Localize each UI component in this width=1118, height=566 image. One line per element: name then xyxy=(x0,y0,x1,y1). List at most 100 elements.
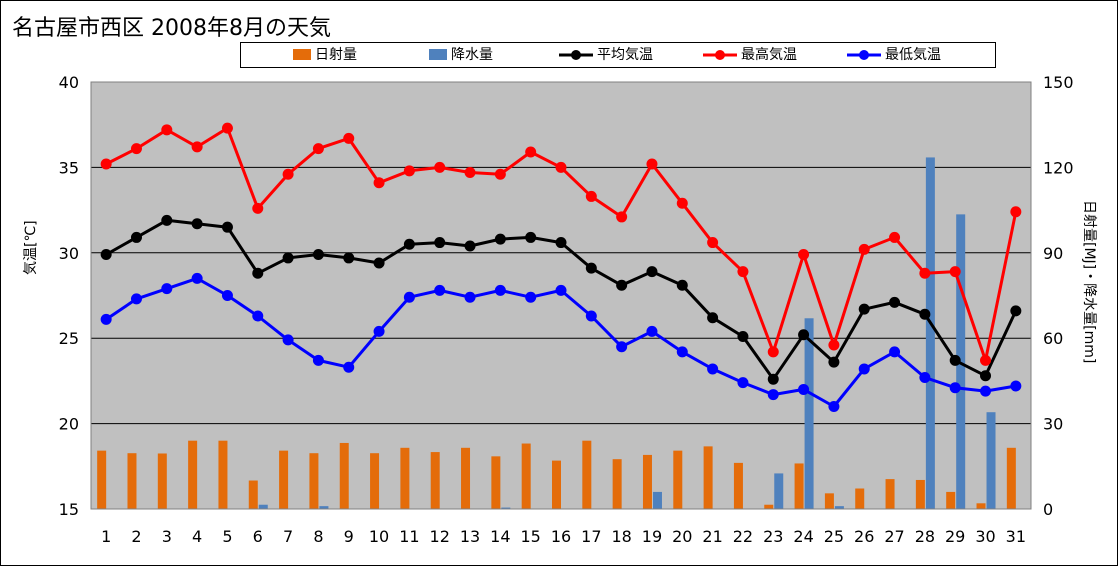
point-min xyxy=(494,284,506,296)
legend-label-max: 最高気温 xyxy=(741,47,797,63)
bar-solar xyxy=(703,446,713,509)
x-tick-label: 16 xyxy=(551,527,571,546)
y-tick-label-left: 15 xyxy=(59,500,79,519)
bar-solar xyxy=(248,480,258,509)
point-max xyxy=(130,143,142,155)
bar-rain xyxy=(652,491,662,509)
bar-solar xyxy=(824,493,834,509)
point-max xyxy=(737,266,749,278)
point-avg xyxy=(130,231,142,243)
x-tick-label: 15 xyxy=(520,527,540,546)
point-max xyxy=(282,168,294,180)
x-tick-label: 28 xyxy=(915,527,935,546)
x-tick-label: 29 xyxy=(945,527,965,546)
y-tick-label-right: 0 xyxy=(1043,500,1053,519)
point-min xyxy=(221,290,233,301)
bar-solar xyxy=(612,459,622,509)
point-min xyxy=(191,272,203,284)
bar-rain xyxy=(774,473,784,509)
point-max xyxy=(312,143,324,155)
point-avg xyxy=(494,233,506,245)
x-tick-label: 26 xyxy=(854,527,874,546)
point-max xyxy=(373,177,385,189)
bar-solar xyxy=(642,454,652,509)
x-tick-label: 11 xyxy=(399,527,419,546)
bar-solar xyxy=(582,440,592,509)
point-max xyxy=(221,122,233,134)
point-min xyxy=(130,293,142,305)
y-tick-label-left: 20 xyxy=(59,415,79,434)
bar-solar xyxy=(915,479,925,509)
point-min xyxy=(161,283,173,295)
point-max xyxy=(919,267,931,279)
point-avg xyxy=(737,330,749,342)
point-min xyxy=(403,291,415,303)
point-min xyxy=(707,363,719,375)
bar-solar xyxy=(339,442,349,509)
point-min xyxy=(343,361,355,373)
legend-label-solar: 日射量 xyxy=(315,47,357,63)
chart-legend: 日射量 降水量 平均気温 最高気温 最低気温 xyxy=(240,42,996,68)
point-avg xyxy=(1010,305,1022,317)
bar-solar xyxy=(370,453,380,509)
point-max xyxy=(767,346,779,358)
y-tick-label-right: 150 xyxy=(1043,73,1074,92)
point-max xyxy=(858,243,870,255)
x-tick-label: 13 xyxy=(460,527,480,546)
x-tick-label: 20 xyxy=(672,527,692,546)
point-min xyxy=(373,325,385,337)
bar-rain xyxy=(258,504,268,509)
legend-swatch-avg xyxy=(559,50,593,60)
point-avg xyxy=(889,296,901,308)
point-avg xyxy=(949,354,961,366)
x-tick-label: 22 xyxy=(733,527,753,546)
bar-rain xyxy=(925,157,935,510)
y-tick-label-left: 35 xyxy=(59,158,79,177)
legend-swatch-rain xyxy=(429,49,447,60)
point-min xyxy=(767,389,779,401)
point-avg xyxy=(343,252,355,264)
point-max xyxy=(889,231,901,243)
point-max xyxy=(100,158,112,170)
point-avg xyxy=(282,252,294,264)
x-tick-label: 2 xyxy=(131,527,141,546)
legend-label-min: 最低気温 xyxy=(885,47,941,63)
point-max xyxy=(707,237,719,249)
point-avg xyxy=(525,231,537,243)
x-tick-label: 12 xyxy=(430,527,450,546)
point-avg xyxy=(980,370,992,382)
y-tick-label-right: 60 xyxy=(1043,329,1063,348)
point-min xyxy=(676,346,688,358)
bar-solar xyxy=(188,440,198,509)
x-tick-label: 4 xyxy=(192,527,202,546)
point-max xyxy=(161,124,173,136)
point-min xyxy=(555,284,567,296)
point-avg xyxy=(221,221,233,233)
x-tick-label: 31 xyxy=(1006,527,1026,546)
bar-solar xyxy=(461,447,471,509)
point-avg xyxy=(373,257,385,269)
bar-solar xyxy=(885,479,895,509)
point-avg xyxy=(798,329,810,341)
point-min xyxy=(858,363,870,375)
legend-swatch-min xyxy=(847,50,881,60)
point-min xyxy=(737,377,749,389)
point-avg xyxy=(403,238,415,250)
point-avg xyxy=(191,218,203,230)
legend-label-rain: 降水量 xyxy=(451,47,493,63)
x-tick-label: 8 xyxy=(313,527,323,546)
x-tick-label: 18 xyxy=(611,527,631,546)
x-tick-label: 21 xyxy=(702,527,722,546)
point-min xyxy=(646,325,658,337)
y-tick-label-left: 40 xyxy=(59,73,79,92)
point-min xyxy=(919,371,931,383)
point-avg xyxy=(434,237,446,249)
x-tick-label: 10 xyxy=(369,527,389,546)
x-tick-label: 5 xyxy=(222,527,232,546)
bar-rain xyxy=(319,506,329,509)
chart-title: 名古屋市西区 2008年8月の天気 xyxy=(12,16,331,41)
point-min xyxy=(1010,380,1022,392)
bar-solar xyxy=(400,447,410,509)
bar-rain xyxy=(986,412,996,509)
